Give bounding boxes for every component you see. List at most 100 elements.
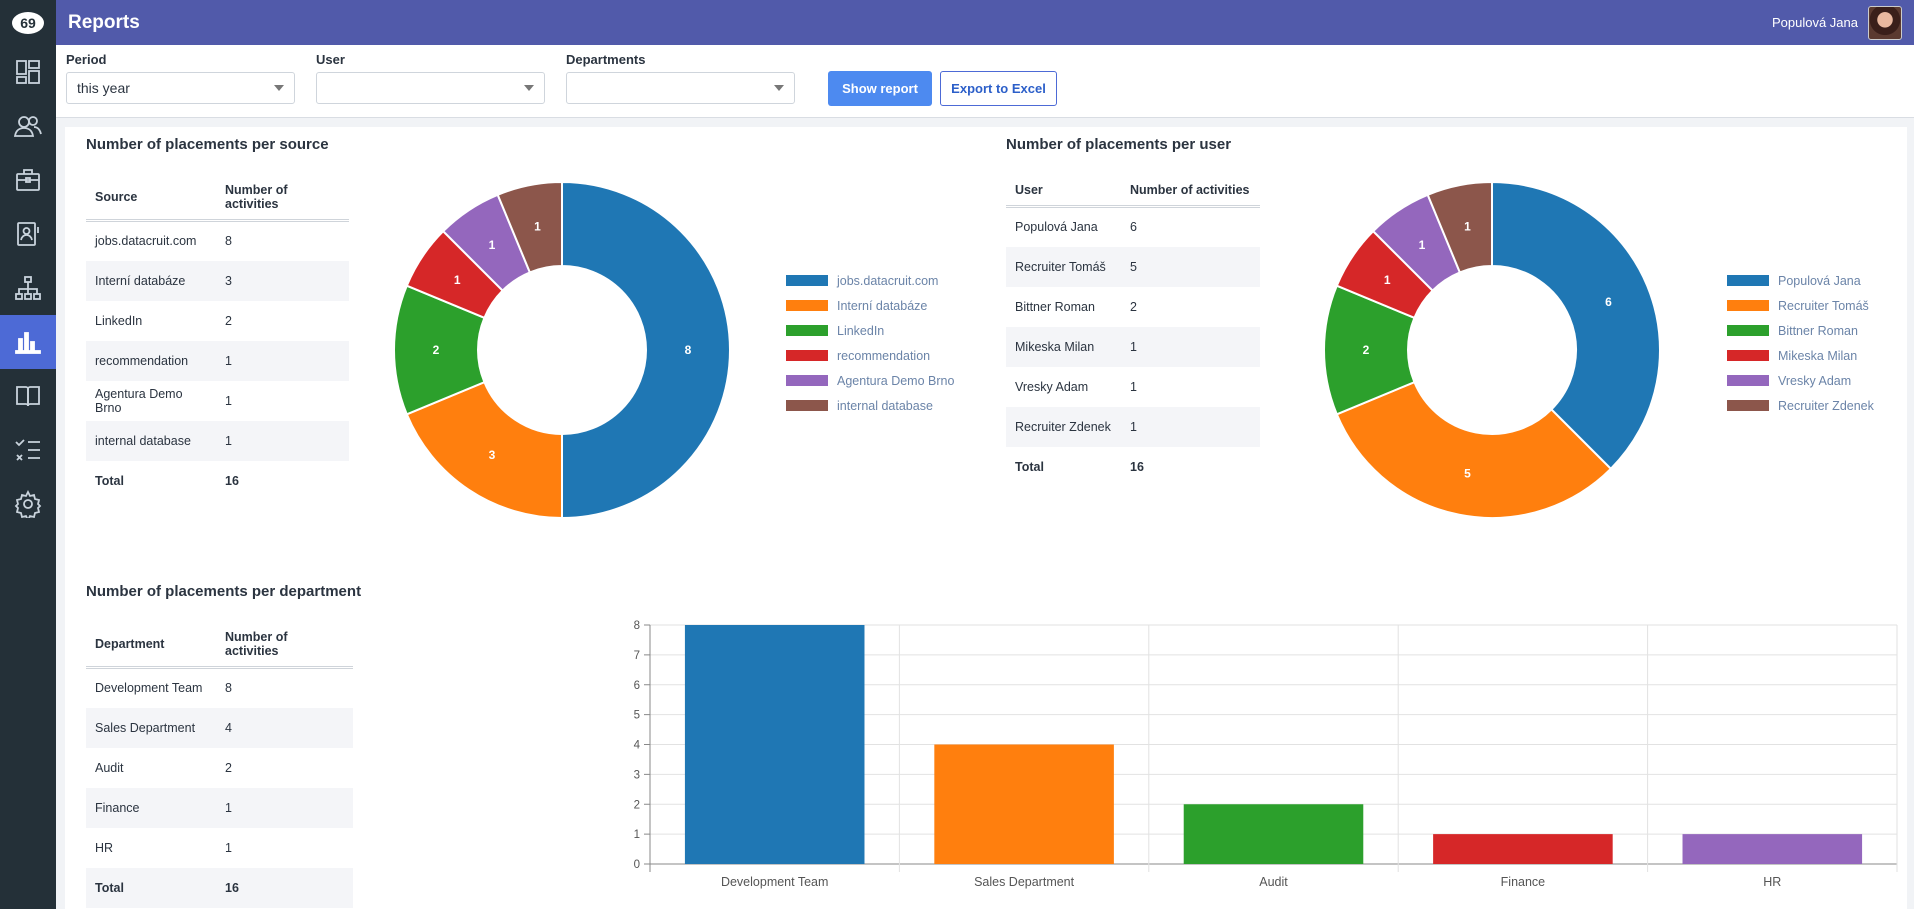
app-logo[interactable]: 69 (0, 0, 56, 45)
department-col-header: Department (86, 622, 216, 669)
report-panel: Number of placements per source Source N… (65, 127, 1907, 909)
activities-count-cell: 5 (1121, 246, 1260, 287)
user-menu[interactable]: Populová Jana (1772, 5, 1902, 40)
sidebar-item-settings[interactable] (0, 477, 56, 531)
sidebar: 69 (0, 0, 56, 909)
y-tick-label: 8 (634, 620, 640, 632)
user-table: User Number of activities Populová Jana 6… (1006, 175, 1260, 487)
legend-item[interactable]: Recruiter Zdenek (1727, 393, 1874, 418)
slice-value-label: 6 (1605, 295, 1612, 309)
bar-chart-icon (15, 332, 41, 354)
legend-label: Bittner Roman (1778, 323, 1858, 338)
donut-slice[interactable] (561, 180, 731, 520)
sidebar-item-jobs[interactable] (0, 153, 56, 207)
bar[interactable] (684, 625, 865, 864)
export-excel-button[interactable]: Export to Excel (940, 71, 1057, 106)
sidebar-item-organization[interactable] (0, 261, 56, 315)
svg-text:69: 69 (20, 15, 36, 31)
departments-label: Departments (566, 52, 646, 67)
bar[interactable] (1433, 834, 1613, 864)
slice-value-label: 2 (1363, 343, 1370, 357)
table-row: Agentura Demo Brno 1 (86, 381, 349, 421)
user-legend: Populová Jana Recruiter Tomáš Bittner Roma… (1727, 268, 1874, 418)
slice-value-label: 1 (534, 219, 541, 233)
user-name-cell: Populová Jana (1015, 220, 1098, 235)
activities-count-cell: 2 (225, 313, 232, 328)
user-name-cell: Mikeska Milan (1006, 326, 1121, 367)
legend-item[interactable]: Vresky Adam (1727, 368, 1874, 393)
activities-col-header: Number of activities (1121, 175, 1260, 208)
activities-count-cell: 1 (1121, 406, 1260, 447)
x-tick-label: Audit (1259, 875, 1288, 889)
legend-item[interactable]: Populová Jana (1727, 268, 1874, 293)
sidebar-item-candidates[interactable] (0, 99, 56, 153)
bar[interactable] (1682, 834, 1863, 864)
slice-value-label: 1 (1384, 273, 1391, 287)
user-select[interactable] (316, 72, 545, 104)
sidebar-item-tasks[interactable] (0, 423, 56, 477)
donut-slice[interactable] (1491, 180, 1661, 471)
legend-item[interactable]: Bittner Roman (1727, 318, 1874, 343)
legend-item[interactable]: internal database (786, 393, 954, 418)
sidebar-item-dashboard[interactable] (0, 45, 56, 99)
table-row: Recruiter Tomáš 5 (1006, 246, 1260, 287)
legend-item[interactable]: recommendation (786, 343, 954, 368)
total-value: 16 (1130, 459, 1144, 474)
source-section-title: Number of placements per source (86, 136, 329, 153)
chevron-down-icon (274, 85, 284, 91)
x-tick-label: HR (1763, 875, 1781, 889)
y-tick-label: 2 (634, 799, 640, 811)
table-row: Sales Department 4 (86, 707, 353, 748)
bar[interactable] (934, 744, 1114, 865)
briefcase-icon (16, 169, 40, 191)
legend-swatch (1727, 375, 1769, 386)
total-value: 16 (216, 867, 353, 908)
page-title: Reports (68, 11, 140, 33)
activities-count-cell: 1 (1121, 326, 1260, 367)
users-icon (14, 116, 42, 137)
department-name-cell: Finance (86, 787, 216, 828)
y-tick-label: 5 (634, 710, 640, 722)
source-name-cell: internal database (86, 420, 216, 461)
activities-count-cell: 2 (1130, 299, 1137, 314)
source-name-cell: LinkedIn (95, 313, 143, 328)
departments-select[interactable] (566, 72, 795, 104)
book-icon (16, 386, 40, 407)
table-row: LinkedIn 2 (86, 301, 349, 341)
x-tick-label: Sales Department (974, 875, 1075, 889)
donut-slice[interactable] (1335, 380, 1613, 519)
legend-item[interactable]: jobs.datacruit.com (786, 268, 954, 293)
activities-count-cell: 4 (216, 707, 353, 748)
table-row: Finance 1 (86, 787, 353, 828)
legend-item[interactable]: LinkedIn (786, 318, 954, 343)
legend-swatch (786, 375, 828, 386)
donut-slice[interactable] (496, 180, 563, 274)
legend-swatch (1727, 275, 1769, 286)
avatar[interactable] (1868, 5, 1902, 40)
donut-slice[interactable] (1426, 180, 1493, 274)
sidebar-item-knowledge[interactable] (0, 369, 56, 423)
source-donut-chart: 8 3 2 1 1 1 (393, 180, 731, 520)
department-name-cell: Audit (95, 760, 124, 775)
legend-item[interactable]: Mikeska Milan (1727, 343, 1874, 368)
sidebar-item-reports[interactable] (0, 315, 56, 369)
legend-swatch (1727, 325, 1769, 336)
user-name-cell: Recruiter Tomáš (1006, 246, 1121, 287)
period-select[interactable]: this year (66, 72, 295, 104)
total-value: 16 (225, 473, 239, 488)
total-label: Total (1015, 459, 1044, 474)
legend-swatch (786, 325, 828, 336)
user-label: User (316, 52, 345, 67)
dashboard-icon (16, 60, 40, 84)
legend-item[interactable]: Recruiter Tomáš (1727, 293, 1874, 318)
donut-slice[interactable] (405, 380, 563, 520)
show-report-button[interactable]: Show report (828, 71, 932, 106)
legend-label: jobs.datacruit.com (837, 273, 939, 288)
user-filter: User (316, 52, 545, 104)
legend-item[interactable]: Agentura Demo Brno (786, 368, 954, 393)
table-row: internal database 1 (86, 420, 349, 461)
bar[interactable] (1183, 804, 1364, 864)
sidebar-item-contacts[interactable] (0, 207, 56, 261)
legend-item[interactable]: Interní databáze (786, 293, 954, 318)
legend-label: Interní databáze (837, 298, 928, 313)
